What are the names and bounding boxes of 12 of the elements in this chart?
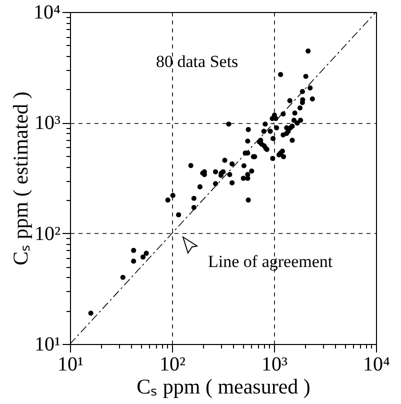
annotation: 80 data Sets <box>156 52 238 71</box>
x-tick-label: 10⁴ <box>363 354 390 376</box>
x-tick-label: 10² <box>160 354 186 376</box>
y-tick-label: 10⁴ <box>34 2 61 24</box>
x-tick-label: 10³ <box>262 354 288 376</box>
annotation: Line of agreement <box>208 252 333 271</box>
y-axis-title: Cₛ ppm ( estimated ) <box>8 92 33 266</box>
x-axis-title: Cₛ ppm ( measured ) <box>136 374 310 398</box>
y-tick-label: 10¹ <box>34 334 60 356</box>
x-tick-label: 10¹ <box>58 354 84 376</box>
y-tick-label: 10³ <box>34 112 60 134</box>
y-tick-label: 10² <box>34 222 60 245</box>
